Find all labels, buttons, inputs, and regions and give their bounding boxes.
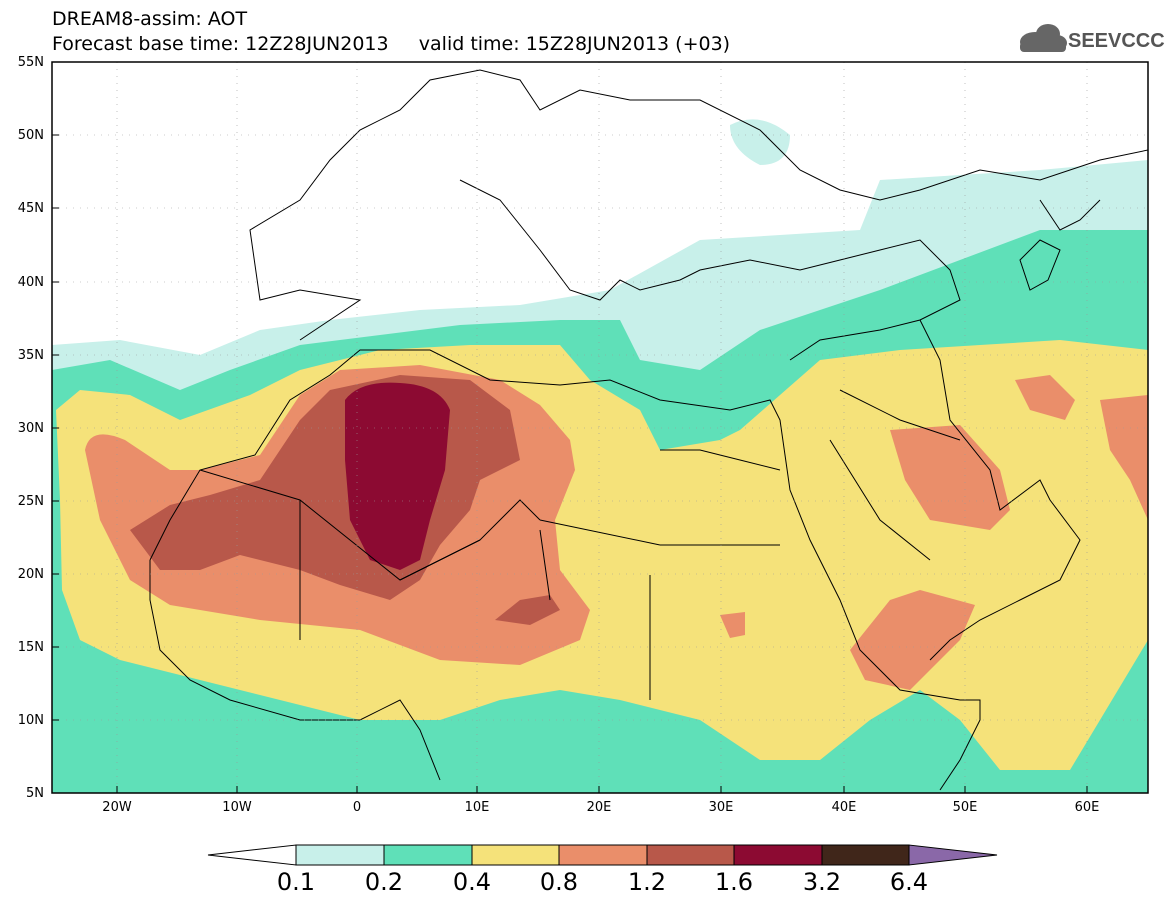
tick-marks [52,134,1088,793]
aot-contour-0.8-e [850,590,975,690]
lon-label: 10W [222,800,252,815]
aot-contour-0.8-d [1100,395,1148,520]
lon-label: 10E [464,800,490,815]
lat-label: 15N [17,640,44,655]
lon-label: 60E [1074,800,1100,815]
aot-field [52,119,1148,793]
lat-label: 5N [26,786,44,801]
colorbar-label: 6.4 [889,868,929,896]
colorbar-swatch-2 [471,844,560,866]
lat-label: 30N [17,421,44,436]
colorbar-label: 1.2 [627,868,667,896]
colorbar-label: 0.2 [364,868,404,896]
lat-label: 45N [17,201,44,216]
lat-label: 50N [17,128,44,143]
lat-label: 20N [17,567,44,582]
logo-text: SEEVCCC [1068,30,1165,52]
colorbar-swatch-5 [733,844,823,866]
coastlines [149,69,1148,791]
colorbar-label: 0.1 [276,868,316,896]
lon-label: 50E [952,800,978,815]
colorbar-under-arrow [207,844,297,866]
colorbar-swatch-1 [383,844,473,866]
lon-label: 0 [352,800,362,815]
lat-label: 25N [17,494,44,509]
cloud-logo-icon [1020,24,1067,52]
colorbar-swatch-4 [646,844,735,866]
colorbar-label: 0.8 [539,868,579,896]
colorbar-swatch-6 [821,844,910,866]
colorbar-label: 1.6 [714,868,754,896]
aot-contour-0.8-f [720,612,745,638]
lat-label: 55N [17,55,44,70]
aot-contour-0.8-b [890,425,1010,530]
colorbar-label: 3.2 [802,868,842,896]
colorbar-over-arrow [908,844,998,866]
aot-contour-0.1-b [730,119,790,165]
lon-label: 20W [102,800,132,815]
graticule [52,62,1148,793]
colorbar [207,844,998,866]
colorbar-swatch-0 [295,844,385,866]
colorbar-label: 0.4 [452,868,492,896]
map-subtitle: Forecast base time: 12Z28JUN2013 valid t… [52,33,731,55]
lon-label: 30E [708,800,734,815]
lat-label: 10N [17,713,44,728]
colorbar-swatch-3 [558,844,648,866]
lat-label: 35N [17,348,44,363]
lat-label: 40N [17,275,44,290]
aot-contour-1.2-b [495,595,560,625]
aot-contour-1.6 [345,382,450,570]
map-title: DREAM8-assim: AOT [52,8,248,30]
lon-label: 20E [586,800,612,815]
aot-contour-0.8-c [1015,375,1075,420]
lon-label: 40E [831,800,857,815]
